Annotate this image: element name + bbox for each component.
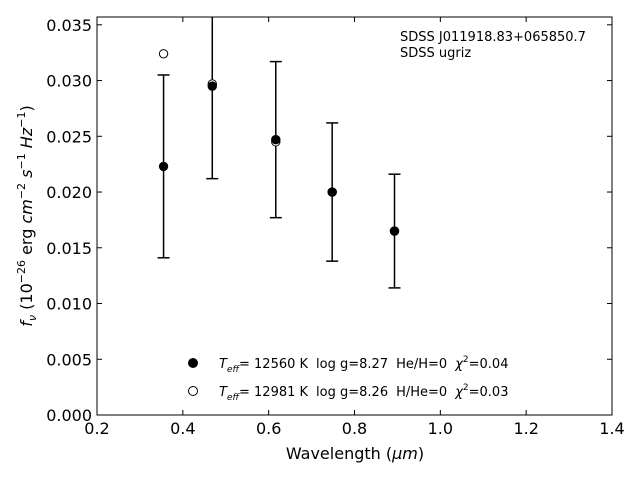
y-axis-label: fν (10−26 erg cm−2 s−1 Hz−1) xyxy=(15,105,39,326)
x-tick-label: 1.4 xyxy=(599,419,624,438)
point-open xyxy=(158,49,169,59)
legend-marker-filled xyxy=(188,358,198,368)
y-tick-label: 0.020 xyxy=(46,183,92,202)
y-tick-label: 0.005 xyxy=(46,350,92,369)
point-filled xyxy=(271,134,281,145)
y-tick-label: 0.030 xyxy=(46,72,92,91)
y-tick-label: 0.000 xyxy=(46,406,92,425)
plot-layer xyxy=(157,17,401,289)
x-tick-label: 1.2 xyxy=(513,419,538,438)
y-tick-label: 0.010 xyxy=(46,295,92,314)
y-tick-label: 0.015 xyxy=(46,239,92,258)
annotation-object-name: SDSS J011918.83+065850.7 xyxy=(400,30,586,45)
plot-frame xyxy=(96,16,613,416)
point-filled xyxy=(327,187,337,197)
x-tick-label: 1.0 xyxy=(428,419,453,438)
x-tick-label: 0.8 xyxy=(342,419,367,438)
x-tick-label: 0.4 xyxy=(170,419,195,438)
x-tick-label: 0.2 xyxy=(84,419,109,438)
annotation-filters: SDSS ugriz xyxy=(400,46,471,61)
point-filled xyxy=(207,81,217,91)
y-tick-label: 0.035 xyxy=(46,16,92,35)
axes-layer: 0.2 0.4 0.6 0.8 1.0 1.2 1.4 0.000 0.005 0.010 0.01… xyxy=(46,16,625,438)
y-tick-label: 0.025 xyxy=(46,127,92,146)
legend-marker-open xyxy=(188,386,198,396)
point-filled xyxy=(389,226,400,236)
point-filled xyxy=(158,161,169,172)
x-axis-label: Wavelength (μm) xyxy=(286,444,424,463)
x-tick-label: 0.6 xyxy=(256,419,281,438)
